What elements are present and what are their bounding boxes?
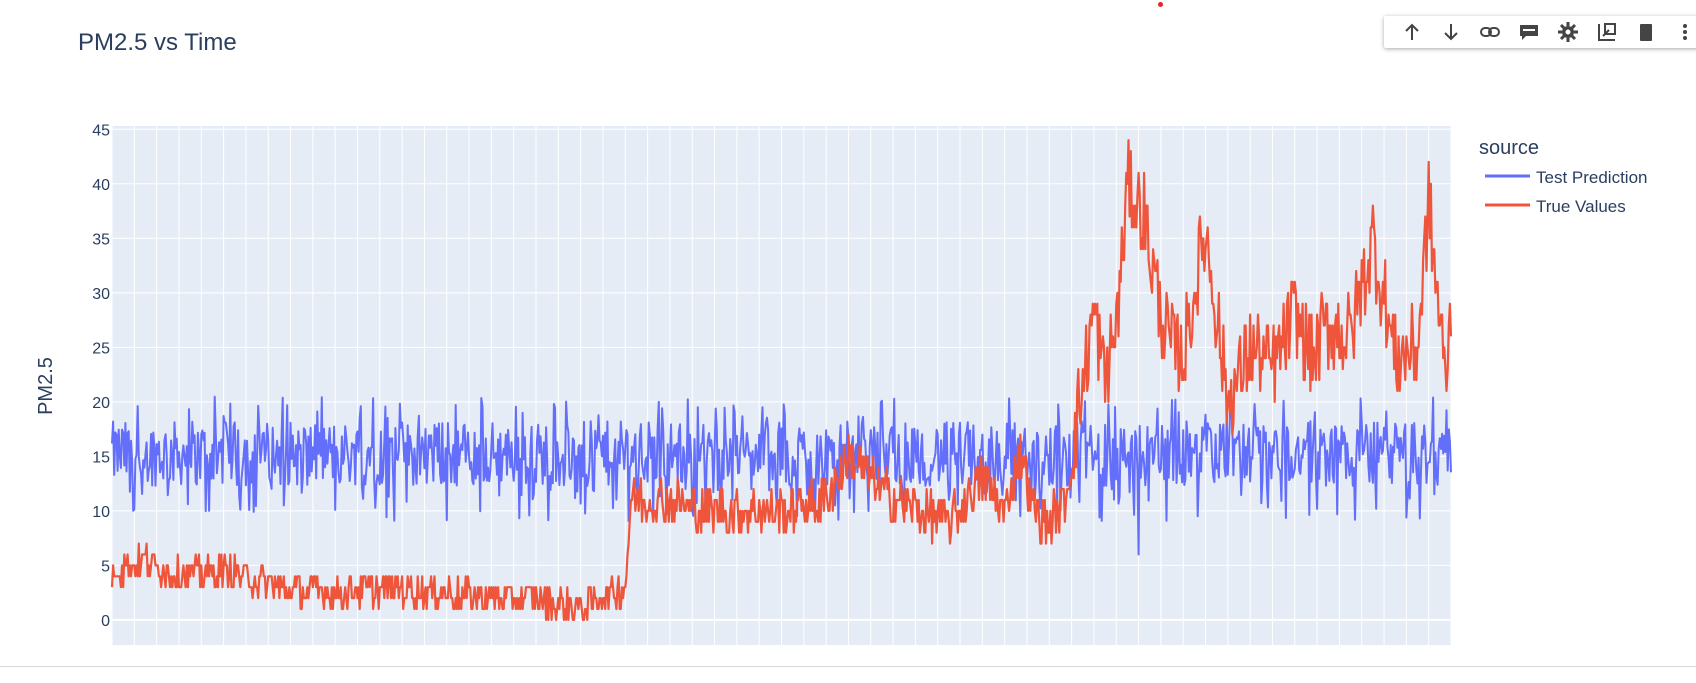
y-axis-ticks: 0 5 10 15 20 25 30 35 40 45 <box>92 122 110 630</box>
legend-item-true-values[interactable]: True Values <box>1485 197 1626 216</box>
y-tick-label: 5 <box>101 558 110 575</box>
move-up-button[interactable] <box>1392 16 1431 48</box>
settings-button[interactable] <box>1548 16 1587 48</box>
link-icon <box>1479 27 1500 37</box>
legend-label-true-values: True Values <box>1536 197 1626 216</box>
y-tick-label: 0 <box>101 613 110 630</box>
link-button[interactable] <box>1470 16 1509 48</box>
move-down-button[interactable] <box>1431 16 1470 48</box>
chart-edit-icon <box>1597 23 1616 41</box>
more-options-button[interactable] <box>1665 16 1696 48</box>
delete-button[interactable] <box>1626 16 1665 48</box>
arrow-up-icon <box>1404 23 1419 40</box>
chart-toolbar <box>1384 16 1696 48</box>
y-tick-label: 30 <box>92 286 110 303</box>
series-line-true-values <box>110 139 1453 622</box>
y-tick-label: 45 <box>92 122 110 139</box>
legend: source Test Prediction True Values <box>1479 137 1648 216</box>
bottom-divider <box>0 666 1696 683</box>
arrow-down-icon <box>1443 24 1458 41</box>
legend-label-test-prediction: Test Prediction <box>1536 168 1648 187</box>
more-icon <box>1682 24 1687 40</box>
edit-chart-button[interactable] <box>1587 16 1626 48</box>
comment-button[interactable] <box>1509 16 1548 48</box>
series-line-test-prediction <box>111 395 1452 556</box>
legend-item-test-prediction[interactable]: Test Prediction <box>1485 168 1648 187</box>
series-layer <box>110 139 1453 622</box>
delete-icon <box>1639 24 1652 41</box>
chart-title: PM2.5 vs Time <box>78 29 237 56</box>
y-tick-label: 15 <box>92 449 110 466</box>
notification-dot <box>1158 2 1163 7</box>
y-tick-label: 25 <box>92 340 110 357</box>
gridlines <box>111 126 1452 645</box>
y-tick-label: 40 <box>92 177 110 194</box>
gear-icon <box>1557 22 1578 42</box>
y-tick-label: 10 <box>92 504 110 521</box>
y-tick-label: 20 <box>92 395 110 412</box>
y-tick-label: 35 <box>92 231 110 248</box>
y-axis-label: PM2.5 <box>35 357 57 415</box>
comment-icon <box>1519 25 1538 40</box>
legend-title: source <box>1479 137 1539 159</box>
